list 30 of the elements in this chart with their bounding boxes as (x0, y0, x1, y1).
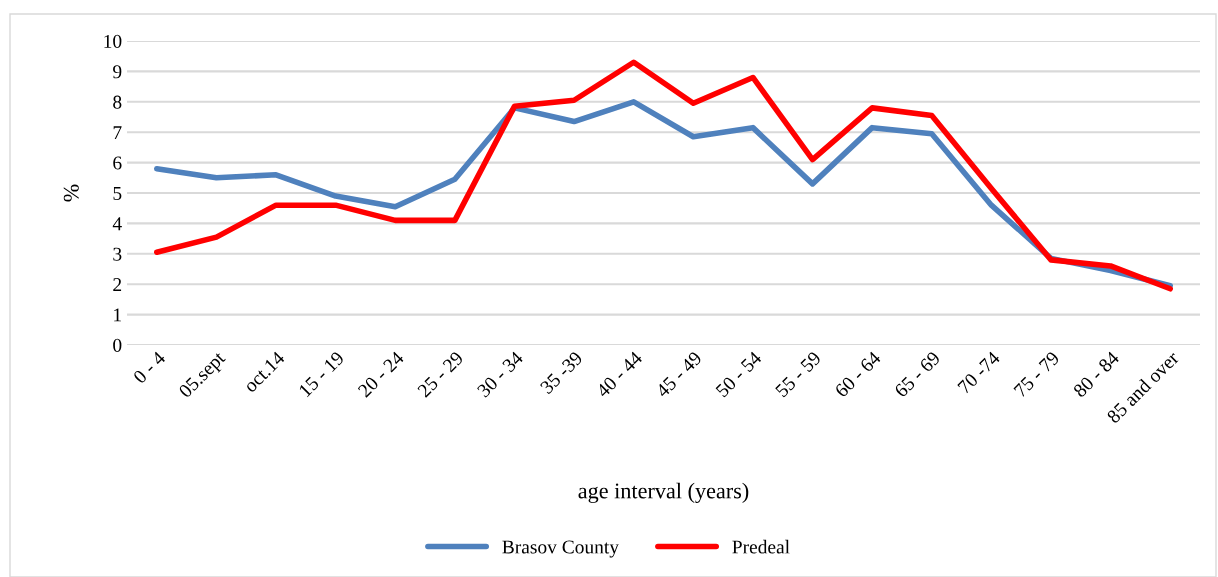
x-tick-label: 25 - 29 (416, 350, 464, 398)
y-axis-title: % (63, 184, 79, 202)
x-tick-label: 80 - 84 (1072, 350, 1121, 398)
x-tick-label: 20 - 24 (357, 350, 405, 398)
x-tick-label: 45 - 49 (655, 350, 703, 399)
legend-label: Brasov County (502, 540, 619, 558)
x-tick-label: 65 - 69 (893, 350, 941, 398)
y-tick-label: 0 (113, 338, 122, 352)
y-tick-label: 10 (104, 34, 122, 48)
y-tick-label: 2 (113, 278, 122, 291)
x-tick-label: 15 - 19 (298, 350, 345, 398)
y-tick-label: 6 (113, 156, 122, 170)
x-tick-label: 50 - 54 (715, 350, 763, 398)
x-tick-label: 55 - 59 (774, 350, 822, 398)
y-tick-label: 1 (114, 308, 121, 322)
y-tick-label: 5 (113, 187, 122, 200)
x-tick-label: 40 - 44 (595, 350, 644, 399)
y-tick-label: 9 (113, 65, 122, 79)
x-tick-label: 75 - 79 (1013, 350, 1061, 398)
x-tick-label: 35 -39 (539, 350, 584, 395)
x-tick-label: 70 -74 (957, 350, 1001, 395)
y-tick-label: 7 (113, 126, 122, 139)
legend-label: Predeal (732, 539, 790, 554)
x-tick-label: 60 - 64 (834, 350, 882, 398)
x-axis-title: age interval (years) (578, 482, 749, 504)
y-tick-label: 8 (113, 95, 122, 109)
y-tick-label: 3 (113, 247, 122, 261)
y-tick-label: 4 (112, 217, 122, 231)
x-tick-label: 0 - 4 (132, 350, 167, 385)
x-tick-label: 30 - 34 (476, 350, 524, 398)
